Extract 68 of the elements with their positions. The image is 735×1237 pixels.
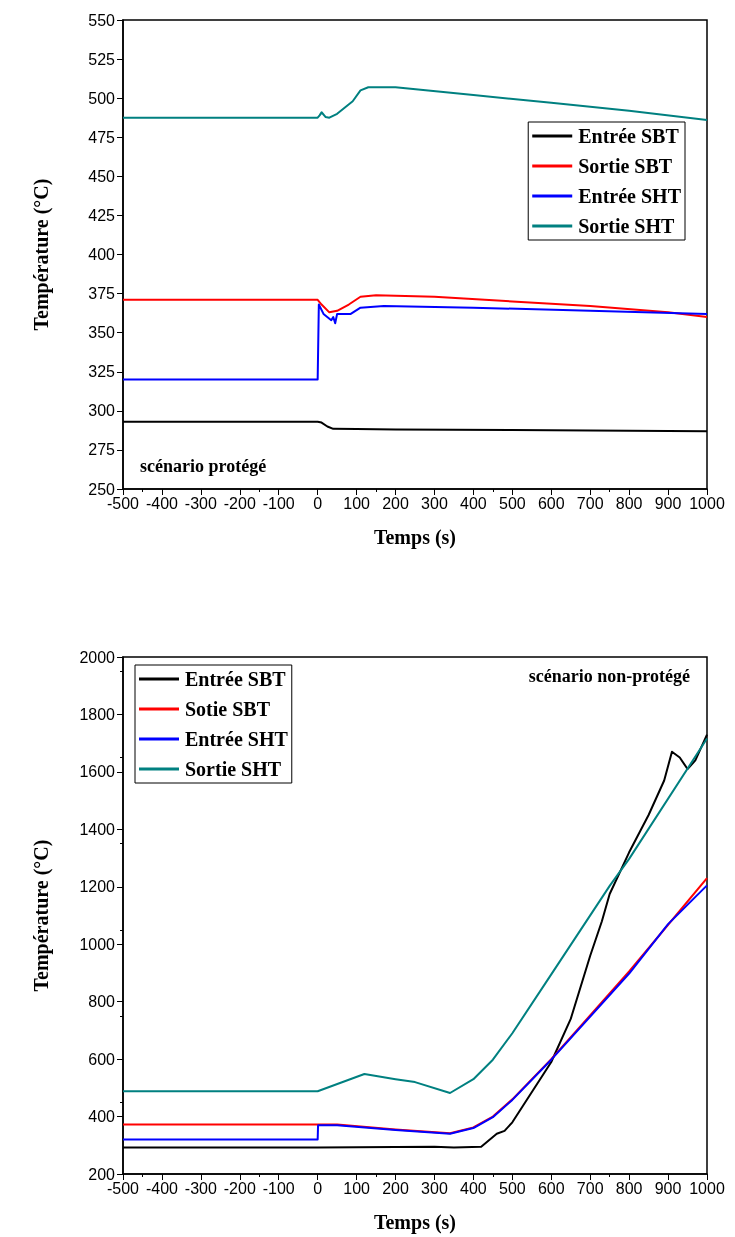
y-tick-label: 600 [88,1050,116,1068]
y-tick-label: 425 [88,206,116,224]
x-tick-label: 200 [382,494,409,512]
y-tick-label: 325 [88,363,116,381]
x-tick-label: -100 [262,1179,295,1197]
line-series [122,86,708,122]
y-tick-label: 350 [88,324,116,342]
x-tick-label: -400 [145,1179,179,1197]
x-tick-label: -300 [184,494,217,512]
annotation: scénario protégé [140,456,267,476]
y-tick-label: 450 [88,167,116,185]
legend-label: Sotie SBT [185,698,271,720]
y-tick-label: 525 [88,50,116,68]
x-tick-label: 400 [460,1179,487,1197]
y-tick-label: 375 [88,285,116,303]
x-axis-title: Temps (s) [373,1211,457,1234]
x-tick-label: 300 [421,1179,448,1197]
y-tick-label: 1800 [79,705,116,723]
y-tick-label: 400 [88,246,116,263]
x-tick-label: 400 [460,494,487,512]
x-tick-label: -200 [223,494,256,512]
legend-label: Entrée SHT [185,728,289,750]
legend-label: Entrée SHT [578,185,682,207]
x-tick-label: 1000 [689,1179,725,1197]
x-tick-label: -100 [262,494,295,512]
x-tick-label: 800 [615,1179,643,1197]
x-tick-label: 300 [421,494,448,512]
x-tick-label: -400 [145,494,179,512]
y-tick-label: 475 [88,128,116,146]
y-tick-label: 800 [88,993,116,1011]
x-tick-label: 700 [576,1179,604,1197]
x-tick-label: 100 [343,1179,371,1197]
y-tick-label: 300 [88,402,116,420]
y-axis-title: Température (°C) [30,178,53,331]
y-tick-label: 1200 [79,878,116,896]
x-tick-label: 0 [313,1179,323,1197]
legend-label: Entrée SBT [578,125,680,147]
y-tick-label: 400 [88,1108,116,1126]
x-tick-label: 900 [654,494,682,512]
legend-label: Sortie SHT [185,758,282,780]
y-tick-label: 500 [88,89,116,107]
x-tick-label: 500 [498,1179,526,1197]
x-tick-label: 900 [654,1179,682,1197]
y-tick-label: 275 [88,441,116,459]
x-tick-label: 0 [313,494,323,512]
x-axis-title: Temps (s) [373,526,457,549]
y-tick-label: 1600 [79,763,116,781]
x-tick-label: 100 [343,494,371,512]
legend-label: Sortie SBT [578,155,673,177]
annotation: scénario non-protégé [528,666,691,686]
y-tick-label: 1400 [79,820,116,838]
x-tick-label: -300 [184,1179,217,1197]
y-axis-title: Température (°C) [30,839,53,992]
x-tick-label: 700 [576,494,604,512]
y-tick-label: 2000 [79,648,116,666]
x-tick-label: 600 [537,1179,565,1197]
x-tick-label: 1000 [689,494,725,512]
x-tick-label: 800 [615,494,643,512]
line-series [122,294,708,319]
x-tick-label: -200 [223,1179,256,1197]
line-series [122,303,708,381]
legend-label: Sortie SHT [578,215,675,237]
y-tick-label: 550 [88,11,116,29]
x-tick-label: 200 [382,1179,409,1197]
legend-label: Entrée SBT [185,668,287,690]
x-tick-label: 600 [537,494,565,512]
x-tick-label: 500 [498,494,526,512]
y-tick-label: 1000 [79,935,116,953]
